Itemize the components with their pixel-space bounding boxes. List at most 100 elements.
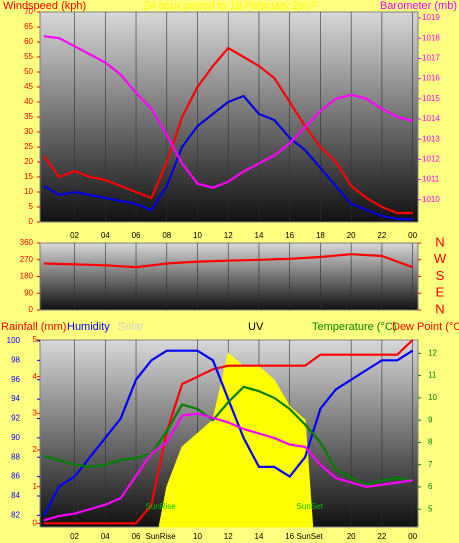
y-tick-label: 180: [20, 272, 34, 281]
y-tick-label: 270: [20, 255, 34, 264]
x-tick-label: 20: [347, 532, 356, 541]
temperature-label: Temperature (°C): [312, 321, 396, 333]
y-tick-label: 65: [24, 22, 33, 31]
y-tick-label: 1018: [422, 33, 440, 42]
rainfall-label: Rainfall (mm): [1, 321, 66, 333]
y-tick-label: 94: [11, 394, 20, 403]
series-line: [43, 339, 414, 525]
y-tick-label: 1010: [422, 195, 440, 204]
series-line: [43, 385, 413, 486]
sun-annotation: SunSet: [297, 502, 324, 511]
series-line: [42, 349, 414, 516]
y-tick-label: 20: [24, 157, 33, 166]
plot-area: [39, 11, 419, 223]
y-tick-label: S: [436, 268, 445, 283]
x-tick-label: 12: [224, 532, 233, 541]
x-tick-label: 10: [193, 532, 202, 541]
x-tick-label: 04: [101, 532, 110, 541]
x-tick-label: 08: [162, 231, 171, 240]
y-tick-label: 50: [24, 67, 33, 76]
series-line: [43, 412, 413, 522]
x-tick-label: 10: [193, 231, 202, 240]
y-tick-label: 5: [33, 335, 38, 344]
y-tick-label: 70: [24, 7, 33, 16]
y-tick-label: 1017: [422, 54, 440, 63]
y-tick-label: W: [434, 251, 447, 266]
y-tick-label: 11: [428, 371, 437, 380]
x-tick-label: 16: [285, 532, 294, 541]
y-tick-label: 2: [33, 445, 38, 454]
y-tick-label: 1016: [422, 74, 440, 83]
x-tick-label: 12: [224, 231, 233, 240]
x-tick-label: 02: [70, 532, 79, 541]
y-tick-label: 0: [29, 217, 34, 226]
y-tick-label: 5: [428, 504, 433, 513]
x-tick-label: 06: [132, 532, 141, 541]
y-tick-label: 25: [24, 142, 33, 151]
sun-axis-label: SunSet: [297, 532, 324, 541]
x-tick-label: 14: [255, 532, 264, 541]
y-tick-label: 360: [20, 238, 34, 247]
y-tick-label: 90: [24, 288, 33, 297]
y-tick-label: 8: [428, 438, 433, 447]
series-line: [43, 35, 413, 189]
x-tick-label: 00: [408, 231, 417, 240]
x-tick-label: 02: [70, 231, 79, 240]
y-tick-label: 84: [11, 491, 20, 500]
y-tick-label: 40: [24, 97, 33, 106]
y-tick-label: 1019: [422, 13, 440, 22]
x-tick-label: 22: [377, 231, 386, 240]
y-tick-label: 3: [33, 408, 38, 417]
y-tick-label: 15: [24, 172, 33, 181]
series-line: [43, 253, 413, 269]
solar-label: Solar: [118, 321, 144, 333]
sun-annotation: SunRise: [145, 502, 176, 511]
y-tick-label: 35: [24, 112, 33, 121]
chart-title: 24 hour period to 18 February 2007: [143, 0, 316, 12]
y-tick-label: 88: [11, 452, 20, 461]
y-tick-label: 0: [29, 305, 34, 314]
y-tick-label: 1013: [422, 134, 440, 143]
x-tick-label: 20: [347, 231, 356, 240]
series-line: [43, 94, 413, 221]
y-tick-label: 92: [11, 414, 20, 423]
plot-area: [39, 242, 419, 311]
y-tick-label: 9: [428, 415, 433, 424]
dewpoint-label: Dew Point (°C: [392, 321, 459, 333]
y-tick-label: 10: [428, 393, 437, 402]
y-tick-label: 60: [24, 37, 33, 46]
y-tick-label: 12: [428, 348, 437, 357]
y-tick-label: 6: [428, 482, 433, 491]
uv-label: UV: [248, 321, 264, 333]
humidity-label: Humidity: [67, 321, 110, 333]
y-tick-label: 82: [11, 510, 20, 519]
windspeed-label: Windspeed (kph): [3, 0, 86, 12]
x-tick-label: 04: [101, 231, 110, 240]
x-tick-label: 00: [408, 532, 417, 541]
x-tick-label: 14: [255, 231, 264, 240]
y-tick-label: N: [435, 234, 444, 249]
series-line: [42, 46, 413, 215]
y-tick-label: 98: [11, 355, 20, 364]
y-tick-label: 1014: [422, 114, 440, 123]
x-tick-label: 18: [316, 231, 325, 240]
y-tick-label: 1012: [422, 155, 440, 164]
x-tick-label: 22: [377, 532, 386, 541]
y-tick-label: E: [436, 285, 445, 300]
y-tick-label: 4: [33, 372, 38, 381]
barometer-label: Barometer (mb): [380, 0, 457, 12]
y-tick-label: 7: [428, 460, 433, 469]
y-tick-label: N: [435, 301, 444, 316]
y-tick-label: 55: [24, 52, 33, 61]
y-tick-label: 1: [33, 482, 38, 491]
sun-axis-label: SunRise: [145, 532, 176, 541]
y-tick-label: 10: [24, 187, 33, 196]
y-tick-label: 45: [24, 82, 33, 91]
y-tick-label: 1015: [422, 94, 440, 103]
y-tick-label: 86: [11, 472, 20, 481]
x-tick-label: 16: [285, 231, 294, 240]
y-tick-label: 0: [33, 518, 38, 527]
y-tick-label: 90: [11, 433, 20, 442]
y-tick-label: 5: [29, 202, 34, 211]
